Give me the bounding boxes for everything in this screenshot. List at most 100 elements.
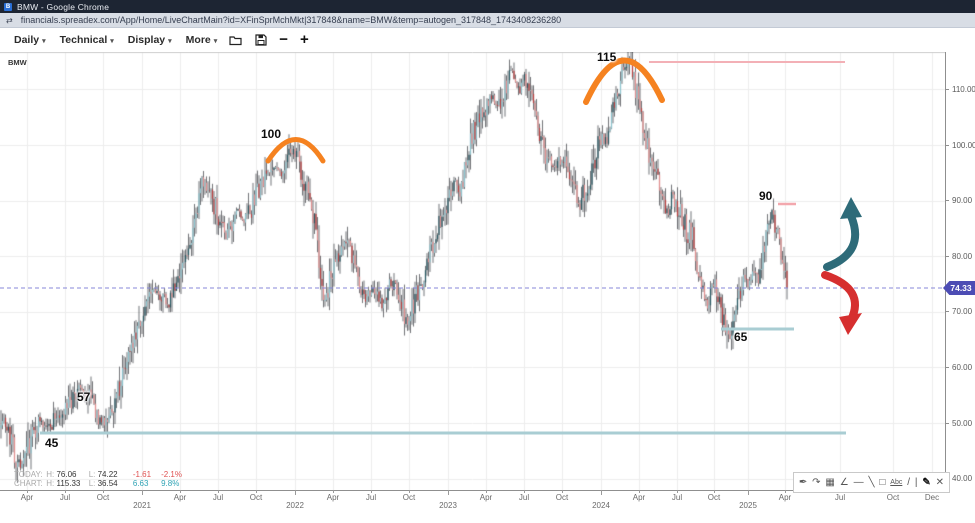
price-annotation-100: 100 xyxy=(261,127,282,141)
y-axis-label: 100.00 xyxy=(952,140,975,150)
x-axis-tick xyxy=(371,490,372,493)
trend-line-tool-icon[interactable]: ╲ xyxy=(868,476,875,488)
y-axis-tick xyxy=(945,88,949,90)
x-axis-tick xyxy=(677,490,678,493)
price-annotation-90: 90 xyxy=(759,189,773,203)
title-bar: B BMW - Google Chrome xyxy=(0,0,975,13)
x-axis-year-tick xyxy=(748,490,749,495)
grid-tool-icon[interactable]: ▦ xyxy=(825,476,835,488)
x-axis-label: Jul xyxy=(212,493,224,502)
x-axis-label: Apr xyxy=(326,493,340,502)
today-change-pct: -2.1% xyxy=(161,470,182,479)
chart-change: 6.63 xyxy=(132,479,149,488)
x-axis-tick xyxy=(562,490,563,493)
today-info-row: TODAY: H: 76.06 L: 74.22 -1.61 -2.1% xyxy=(14,470,187,479)
y-axis-label: 70.00 xyxy=(952,307,973,317)
x-axis-label: Apr xyxy=(632,493,646,502)
x-axis-tick xyxy=(103,490,104,493)
x-axis-tick xyxy=(714,490,715,493)
x-axis-label: Apr xyxy=(778,493,792,502)
candlestick-chart[interactable] xyxy=(0,52,945,490)
chevron-down-icon: ▾ xyxy=(42,38,46,45)
zoom-in-icon[interactable]: + xyxy=(300,31,309,48)
y-axis-label: 40.00 xyxy=(952,474,973,484)
x-axis-year-label: 2025 xyxy=(739,501,757,510)
x-axis-tick xyxy=(27,490,28,493)
rectangle-tool-icon[interactable]: □ xyxy=(879,476,886,488)
x-axis-tick xyxy=(409,490,410,493)
current-price-badge: 74.33 xyxy=(943,281,975,295)
x-axis-label: Dec xyxy=(924,493,940,502)
separator: | xyxy=(914,476,918,488)
x-axis-label: Apr xyxy=(20,493,34,502)
x-axis-tick xyxy=(180,490,181,493)
y-axis-tick xyxy=(945,200,949,202)
x-axis-year-label: 2022 xyxy=(286,501,304,510)
x-axis-label: Oct xyxy=(555,493,569,502)
open-folder-icon[interactable] xyxy=(229,35,243,46)
menu-technical[interactable]: Technical ▾ xyxy=(59,34,114,46)
chart-change-pct: 9.8% xyxy=(161,479,180,488)
x-axis-label: Apr xyxy=(173,493,187,502)
url-text[interactable]: financials.spreadex.com/App/Home/LiveCha… xyxy=(20,15,562,25)
x-axis-label: Jul xyxy=(671,493,683,502)
window-title: BMW - Google Chrome xyxy=(17,1,110,12)
price-annotation-115: 115 xyxy=(597,50,617,64)
x-axis-tick xyxy=(256,490,257,493)
favicon-icon: B xyxy=(4,2,12,11)
url-bar[interactable]: ⇄ financials.spreadex.com/App/Home/LiveC… xyxy=(0,13,975,28)
pen-tool-icon[interactable]: ✒ xyxy=(798,476,808,488)
symbol-watermark: BMW xyxy=(8,58,27,67)
slash-tool-icon[interactable]: / xyxy=(907,476,910,488)
text-tool-icon[interactable]: Abc xyxy=(890,479,903,486)
pencil-tool-icon[interactable]: ✎ xyxy=(922,476,931,488)
x-axis-tick xyxy=(785,490,786,493)
x-axis-year-label: 2021 xyxy=(133,501,151,510)
tab-switch-icon[interactable]: ⇄ xyxy=(6,15,13,25)
menu-display[interactable]: Display ▾ xyxy=(127,34,172,46)
y-axis-tick xyxy=(945,144,949,146)
x-axis-tick xyxy=(524,490,525,493)
x-axis-label: Jul xyxy=(834,493,846,502)
redo-curve-tool-icon[interactable]: ↷ xyxy=(812,476,821,488)
menu-more[interactable]: More ▾ xyxy=(185,34,218,46)
chart-toolbar: Daily ▾ Technical ▾ Display ▾ More ▾ − + xyxy=(0,28,975,52)
horizontal-line-tool-icon[interactable]: — xyxy=(853,476,864,488)
today-change: -1.61 xyxy=(132,470,152,479)
y-axis-tick xyxy=(945,422,949,424)
clear-tool-icon[interactable]: ✕ xyxy=(935,476,945,488)
x-axis-tick xyxy=(486,490,487,493)
x-axis-label: Jul xyxy=(59,493,71,502)
ohlc-info-box: TODAY: H: 76.06 L: 74.22 -1.61 -2.1% CHA… xyxy=(14,470,187,488)
x-axis-label: Oct xyxy=(707,493,721,502)
price-annotation-65: 65 xyxy=(734,330,748,344)
chevron-down-icon: ▾ xyxy=(213,38,218,45)
x-axis-tick xyxy=(639,490,640,493)
y-axis-label: 110.00 xyxy=(952,84,975,94)
y-axis-label: 80.00 xyxy=(952,251,973,261)
x-axis-label: Apr xyxy=(479,493,493,502)
y-axis-line xyxy=(945,52,946,490)
x-axis-label: Oct xyxy=(96,493,110,502)
x-axis-year-tick xyxy=(295,490,296,495)
x-axis-year-label: 2023 xyxy=(439,501,457,510)
drawing-toolbar: ✒ ↷ ▦ ∠ — ╲ □ Abc / | ✎ ✕ xyxy=(793,472,950,493)
y-axis-tick xyxy=(945,366,949,368)
price-annotation-57: 57 xyxy=(77,390,91,404)
menu-daily[interactable]: Daily ▾ xyxy=(14,34,46,46)
x-axis-tick xyxy=(333,490,334,493)
y-axis-tick xyxy=(945,255,949,257)
y-axis-label: 50.00 xyxy=(952,418,973,428)
x-axis-label: Jul xyxy=(365,493,377,502)
x-axis-year-label: 2024 xyxy=(592,501,610,510)
x-axis-tick xyxy=(218,490,219,493)
indicator-tool-icon[interactable]: ∠ xyxy=(839,476,849,488)
x-axis-year-tick xyxy=(142,490,143,495)
chart-info-row: CHART: H: 115.33 L: 36.54 6.63 9.8% xyxy=(14,479,187,488)
x-axis-label: Oct xyxy=(249,493,263,502)
zoom-out-icon[interactable]: − xyxy=(279,31,289,48)
x-axis-year-tick xyxy=(601,490,602,495)
save-icon[interactable] xyxy=(255,34,267,46)
x-axis-label: Jul xyxy=(518,493,530,502)
